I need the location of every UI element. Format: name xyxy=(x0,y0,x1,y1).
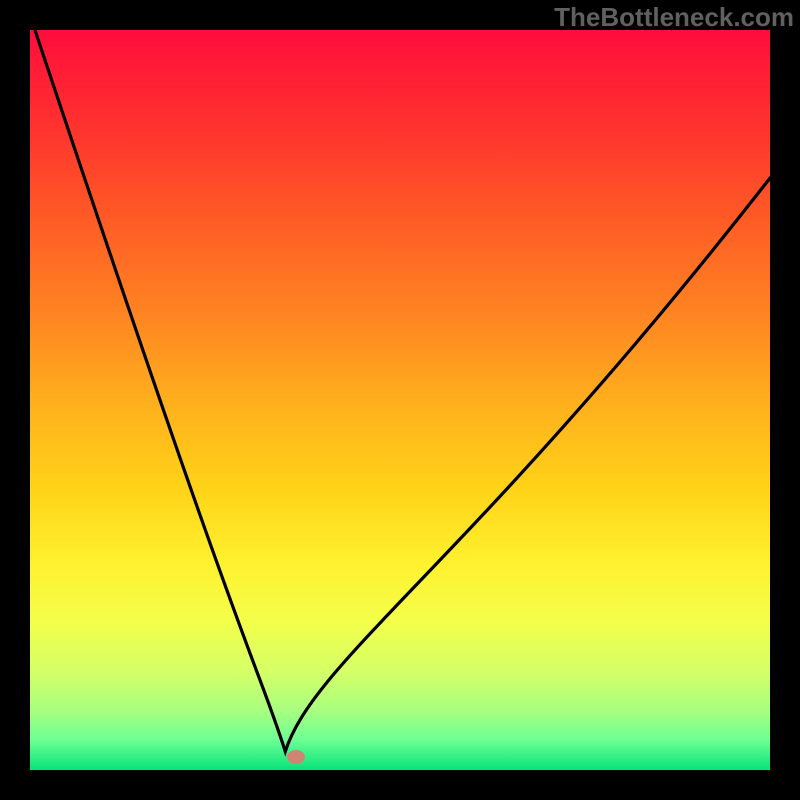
watermark-text: TheBottleneck.com xyxy=(554,2,794,33)
curve-path xyxy=(30,30,770,751)
optimum-marker xyxy=(287,750,305,764)
bottleneck-curve xyxy=(30,30,770,770)
plot-area xyxy=(30,30,770,770)
